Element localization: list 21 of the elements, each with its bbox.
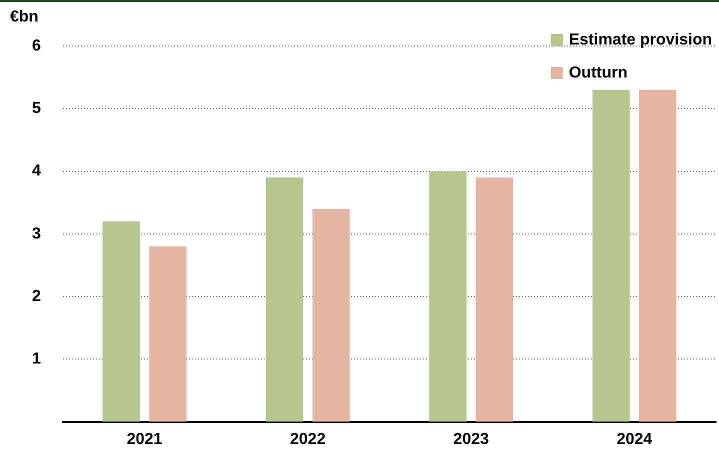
legend-label: Outturn — [568, 64, 628, 82]
bar — [102, 221, 140, 422]
bar — [639, 90, 676, 422]
bar — [266, 178, 304, 422]
x-tick-label: 2023 — [453, 430, 489, 448]
bar — [476, 178, 513, 422]
y-tick-label: 5 — [32, 100, 41, 118]
x-tick-label: 2022 — [290, 430, 326, 448]
x-tick-label: 2021 — [126, 430, 162, 448]
bar — [149, 246, 186, 422]
y-tick-label: 6 — [32, 37, 41, 54]
y-axis-title: €bn — [10, 8, 38, 26]
bar — [429, 171, 466, 422]
bar — [592, 90, 630, 422]
y-tick-label: 2 — [32, 288, 41, 305]
bar — [312, 208, 350, 422]
legend-label: Estimate provision — [568, 31, 712, 48]
y-tick-label: 4 — [32, 162, 41, 180]
x-tick-label: 2024 — [616, 430, 652, 448]
y-tick-label: 1 — [32, 350, 41, 368]
y-tick-label: 3 — [32, 225, 41, 242]
